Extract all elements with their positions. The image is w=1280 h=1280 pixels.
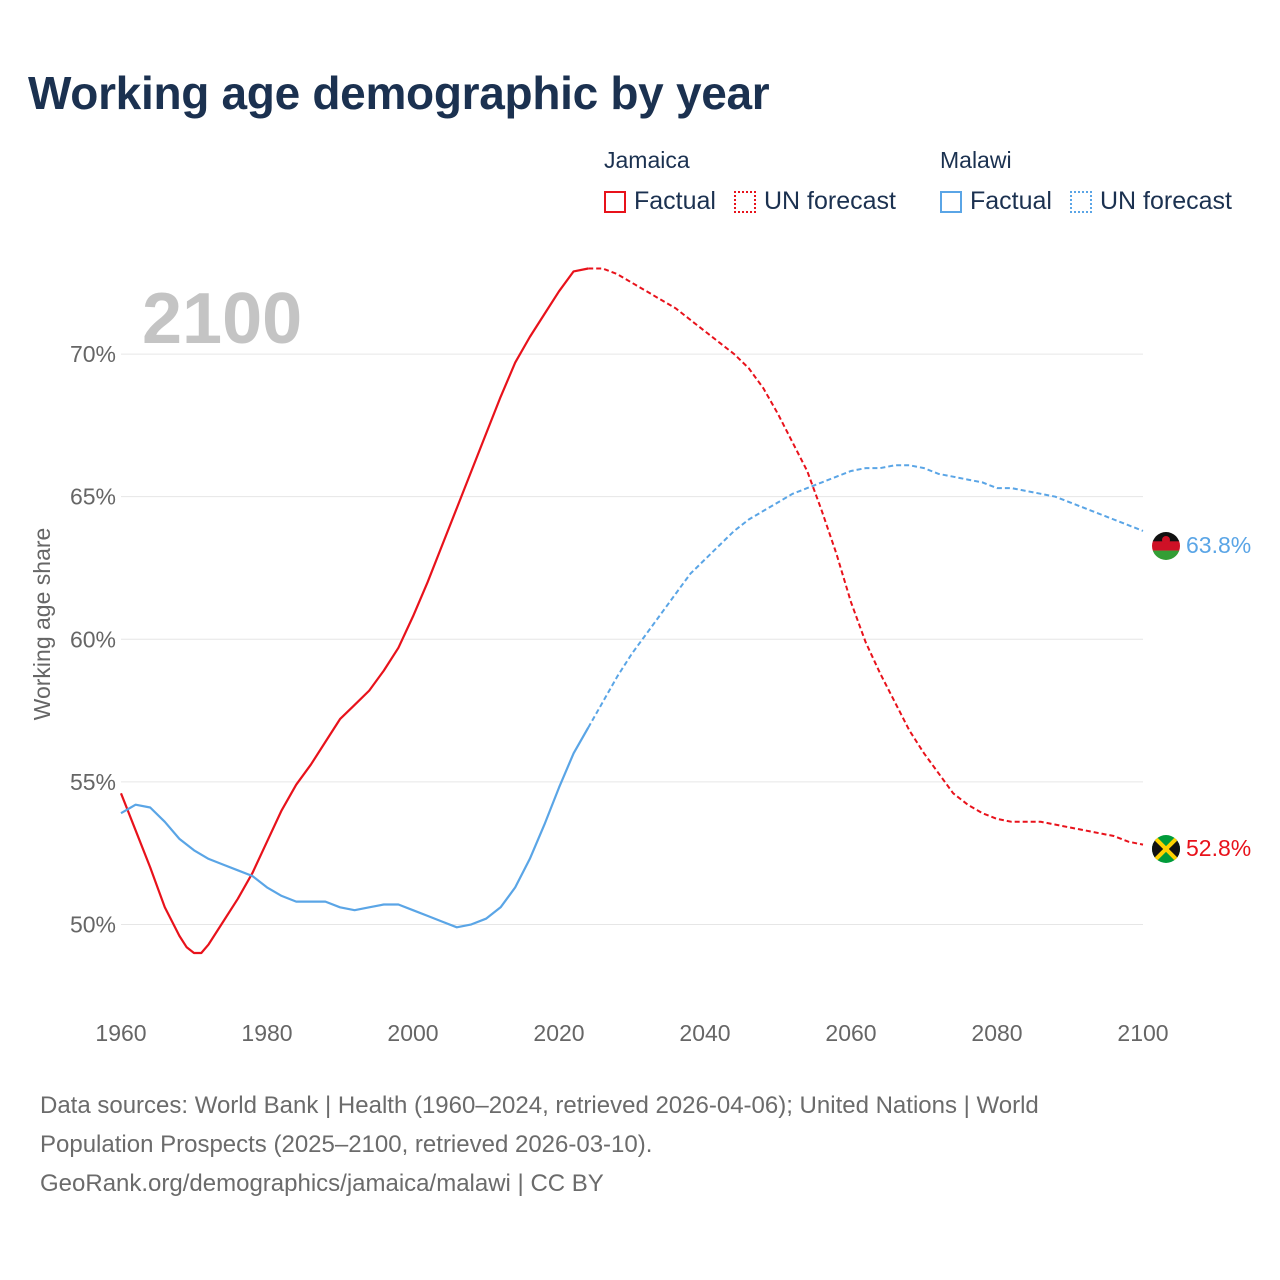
gridlines [121,353,1143,925]
x-tick-label: 2100 [1117,1020,1168,1046]
jamaica-factual-line [119,267,589,955]
legend-label: Factual [634,187,716,215]
legend-group-title-jamaica: Jamaica [604,147,690,173]
legend-label: Factual [970,187,1052,215]
x-tick-label: 2060 [825,1020,876,1046]
legend-malawi-forecast[interactable]: UN forecast [1069,187,1232,216]
legend-solid-swatch-icon [604,190,626,213]
current-year-watermark: 2100 [142,279,302,359]
malawi-forecast-line [587,464,1144,729]
legend-label: UN forecast [763,187,896,215]
x-tick-label: 1980 [241,1020,292,1046]
x-tick-label: 1960 [95,1020,146,1046]
data-sources-footer: Data sources: World Bank | Health (1960–… [40,1086,1190,1203]
x-tick-label: 2000 [387,1020,438,1046]
jamaica-forecast-line [588,267,1144,846]
y-tick-label: 70% [70,341,116,367]
x-tick-label: 2020 [533,1020,584,1046]
x-tick-label: 2040 [679,1020,730,1046]
y-tick-label: 50% [70,911,116,937]
legend-jamaica-factual[interactable]: Factual [604,187,716,216]
y-tick-label: 60% [70,626,116,652]
malawi-end-value-label: 63.8% [1186,532,1251,558]
footer-line[interactable]: GeoRank.org/demographics/jamaica/malawi … [40,1170,604,1197]
legend-group-title-malawi: Malawi [940,147,1012,173]
y-axis-ticks: 50% 55% 60% 65% 70% [70,341,116,937]
chart-title: Working age demographic by year [28,67,770,119]
legend-dotted-swatch-icon [1069,190,1092,213]
legend-dotted-swatch-icon [733,190,756,213]
legend-label: UN forecast [1099,187,1232,215]
legend-group-jamaica: Jamaica Factual UN forecast [604,145,914,216]
legend-jamaica-forecast[interactable]: UN forecast [733,187,896,216]
y-tick-label: 65% [70,484,116,510]
jamaica-end-value-label: 52.8% [1186,835,1251,861]
legend-solid-swatch-icon [940,190,962,213]
line-chart: 2100 50% 55% 60% 65% 70% 1960 1980 2000 2020 204… [29,267,1251,1046]
footer-line: Population Prospects (2025–2100, retriev… [40,1131,653,1158]
x-axis-ticks: 1960 1980 2000 2020 2040 2060 2080 2100 [95,1020,1168,1046]
legend-malawi-factual[interactable]: Factual [940,187,1052,216]
malawi-flag-icon [1152,532,1180,560]
jamaica-flag-icon [1152,835,1180,863]
y-axis-label: Working age share [29,528,55,721]
footer-line: Data sources: World Bank | Health (1960–… [40,1092,1039,1119]
malawi-factual-line [120,727,590,929]
x-tick-label: 2080 [971,1020,1022,1046]
legend-group-malawi: Malawi Factual UN forecast [940,145,1232,216]
y-tick-label: 55% [70,769,116,795]
series-lines [119,267,1144,955]
